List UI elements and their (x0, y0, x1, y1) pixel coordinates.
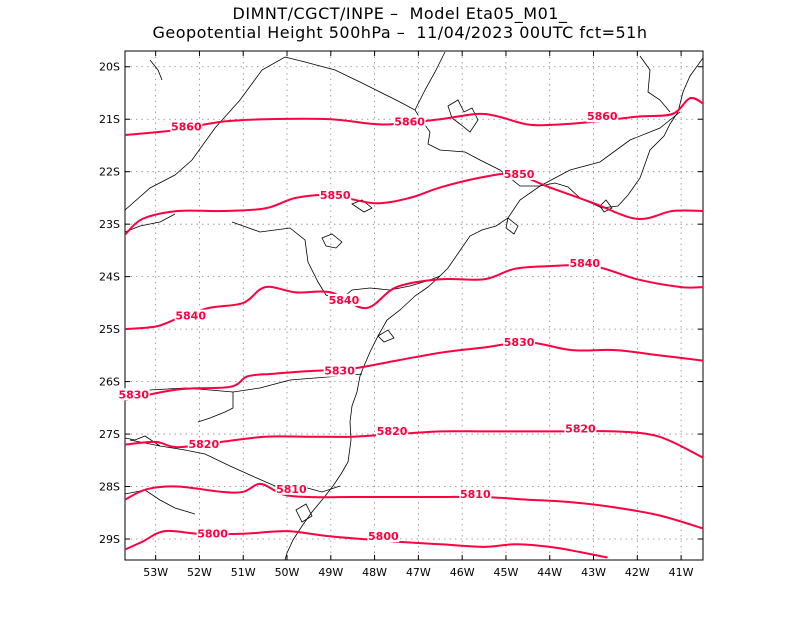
contour-line-5810 (125, 482, 703, 530)
contour-label-5800: 5800 (197, 527, 228, 540)
lat-tick-label: 25S (99, 323, 120, 336)
border-es (639, 55, 671, 113)
map-frame (124, 50, 704, 561)
contour-label-bg (503, 167, 536, 180)
lat-tick-label: 22S (99, 166, 120, 179)
border-mg-rj-es (539, 111, 681, 187)
contour-line-5830 (125, 341, 703, 401)
contour-label-5820: 5820 (377, 425, 408, 438)
lon-tick-label: 45W (494, 566, 519, 579)
contour-label-bg (564, 422, 597, 435)
lat-tick-label: 29S (99, 533, 120, 546)
contour-label-5800: 5800 (368, 530, 399, 543)
lon-tick-label: 47W (406, 566, 431, 579)
contour-label-5820: 5820 (189, 438, 220, 451)
lon-tick-label: 53W (143, 566, 168, 579)
border-ms-sp (125, 56, 540, 211)
contour-line-5850 (125, 172, 703, 236)
island-saosebastiao (505, 217, 519, 235)
lat-tick-label: 24S (99, 271, 120, 284)
contour-label-bg (323, 364, 356, 377)
contour-label-5860: 5860 (171, 121, 202, 134)
contour-label-bg (117, 388, 150, 401)
lon-tick-label: 51W (231, 566, 256, 579)
contour-label-layer: 5860 5860 5860 5850 5850 5840 5840 5840 5830 5830… (117, 110, 619, 543)
lat-tick-label: 23S (99, 218, 120, 231)
contour-label-5820: 5820 (565, 422, 596, 435)
bay-paranagua (377, 329, 395, 343)
geography (125, 51, 703, 560)
lat-tick-label: 26S (99, 376, 120, 389)
contour-label-bg (327, 293, 360, 306)
lake-pr (321, 233, 343, 249)
coastline (284, 57, 703, 560)
contour-label-5850: 5850 (320, 189, 351, 202)
map-title-line2: Geopotential Height 500hPa – 11/04/2023 … (152, 23, 648, 42)
lat-tick-label: 28S (99, 481, 120, 494)
border-mg-sp (414, 51, 446, 111)
river-parana (149, 59, 163, 81)
contour-label-5810: 5810 (460, 488, 491, 501)
contour-label-bg (568, 257, 601, 270)
contour-label-bg (187, 438, 220, 451)
contour-label-bg (503, 335, 536, 348)
contour-label-5840: 5840 (175, 310, 206, 323)
contour-label-5850: 5850 (504, 168, 535, 181)
contour-label-bg (393, 115, 426, 128)
lon-tick-label: 43W (581, 566, 606, 579)
contour-label-bg (319, 188, 352, 201)
contour-label-bg (196, 527, 229, 540)
lon-tick-label: 42W (625, 566, 650, 579)
contour-label-bg (459, 488, 492, 501)
contour-label-5810: 5810 (276, 483, 307, 496)
contour-label-5830: 5830 (504, 336, 535, 349)
contour-label-bg (275, 482, 308, 495)
map-title-line1: DIMNT/CGCT/INPE – Model Eta05_M01_ (232, 4, 568, 23)
contour-label-bg (586, 110, 619, 123)
contour-label-5860: 5860 (587, 110, 618, 123)
lake-furnas (447, 99, 479, 133)
lon-tick-label: 41W (669, 566, 694, 579)
lon-tick-label: 48W (362, 566, 387, 579)
lon-tick-label: 50W (275, 566, 300, 579)
contour-label-bg (367, 530, 400, 543)
lat-tick-label: 27S (99, 428, 120, 441)
contour-label-5860: 5860 (394, 115, 425, 128)
lon-tick-label: 49W (318, 566, 343, 579)
contour-label-bg (174, 309, 207, 322)
border-sc-rs (129, 439, 341, 493)
lon-tick-label: 52W (187, 566, 212, 579)
contour-label-5840: 5840 (569, 257, 600, 270)
lon-tick-label: 44W (537, 566, 562, 579)
lagoa-patos (295, 503, 313, 523)
contour-label-5840: 5840 (329, 294, 360, 307)
bay-guanabara (599, 199, 613, 213)
lat-tick-label: 20S (99, 61, 120, 74)
lat-tick-label: 21S (99, 113, 120, 126)
contour-label-bg (170, 120, 203, 133)
contour-label-5830: 5830 (324, 365, 355, 378)
latitude-axis: 20S 21S 22S 23S 24S 25S 26S 27S 28S 29S (99, 61, 703, 546)
lon-tick-label: 46W (450, 566, 475, 579)
longitude-axis: 53W 52W 51W 50W 49W 48W 47W 46W 45W 44W 43W 42W 41W (143, 51, 694, 579)
contour-label-bg (376, 425, 409, 438)
contour-line-5800 (125, 529, 608, 559)
contour-label-5830: 5830 (118, 388, 149, 401)
